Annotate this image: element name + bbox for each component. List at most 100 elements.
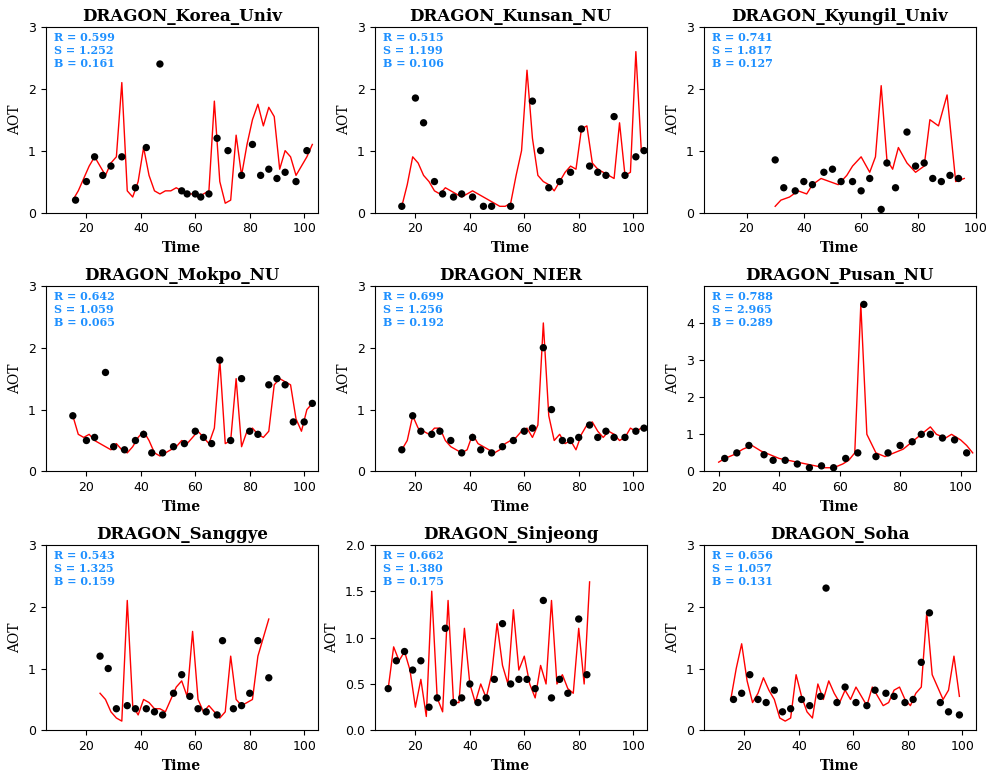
Point	[244, 138, 260, 151]
Point	[934, 432, 950, 444]
Point	[552, 673, 568, 686]
Point	[434, 187, 450, 200]
Point	[503, 678, 519, 690]
Point	[484, 447, 500, 459]
Point	[818, 582, 834, 594]
Point	[413, 425, 429, 437]
Point	[571, 613, 587, 626]
Point	[607, 431, 622, 444]
Point	[725, 694, 741, 706]
Point	[525, 422, 541, 434]
Point	[563, 166, 579, 179]
Point	[805, 178, 821, 191]
Point	[165, 687, 181, 700]
Point	[106, 440, 122, 453]
Point	[269, 173, 285, 185]
Point	[878, 157, 894, 169]
Point	[92, 650, 108, 662]
Point	[552, 175, 568, 187]
Point	[574, 123, 590, 135]
Title: DRAGON_Sinjeong: DRAGON_Sinjeong	[423, 526, 599, 544]
Point	[429, 692, 445, 704]
Point	[212, 354, 228, 366]
Point	[407, 92, 423, 105]
Point	[897, 697, 913, 709]
Point	[413, 654, 429, 667]
Point	[802, 700, 818, 712]
Point	[734, 687, 750, 700]
Point	[775, 705, 791, 718]
Point	[269, 373, 285, 385]
Point	[758, 697, 774, 709]
Point	[234, 169, 250, 182]
Point	[296, 415, 312, 428]
Point	[959, 447, 975, 459]
Text: R = 0.788
S = 2.965
B = 0.289: R = 0.788 S = 2.965 B = 0.289	[712, 291, 773, 328]
X-axis label: Time: Time	[820, 241, 860, 255]
Point	[940, 705, 956, 718]
Y-axis label: AOT: AOT	[326, 622, 340, 653]
Point	[464, 191, 480, 203]
Point	[190, 702, 206, 715]
Point	[837, 681, 853, 694]
Point	[138, 141, 154, 154]
Point	[767, 154, 783, 166]
Point	[253, 169, 269, 182]
X-axis label: Time: Time	[820, 758, 860, 772]
Point	[421, 701, 437, 713]
Point	[288, 175, 304, 187]
Text: R = 0.656
S = 1.057
B = 0.131: R = 0.656 S = 1.057 B = 0.131	[712, 551, 773, 587]
Point	[913, 428, 929, 440]
Point	[209, 708, 225, 721]
Point	[454, 447, 470, 459]
Point	[396, 645, 412, 658]
Point	[277, 166, 293, 179]
Point	[563, 434, 579, 447]
Y-axis label: AOT: AOT	[8, 363, 22, 394]
Point	[135, 428, 151, 440]
Point	[503, 200, 519, 212]
Point	[443, 434, 459, 447]
Point	[79, 175, 95, 187]
Point	[173, 669, 189, 681]
Point	[794, 694, 810, 706]
Point	[582, 419, 598, 431]
Point	[913, 656, 929, 669]
Point	[848, 697, 864, 709]
Point	[462, 678, 478, 690]
Point	[904, 436, 920, 448]
Point	[776, 181, 792, 194]
Point	[899, 126, 915, 138]
Point	[525, 95, 541, 107]
Point	[765, 454, 781, 466]
Point	[432, 425, 448, 437]
Point	[845, 175, 861, 187]
Point	[607, 110, 622, 123]
Point	[729, 447, 745, 459]
Point	[741, 439, 757, 451]
Point	[127, 181, 143, 194]
Point	[187, 425, 203, 437]
Point	[833, 175, 849, 187]
Point	[516, 425, 532, 437]
Point	[98, 366, 114, 379]
Point	[873, 203, 889, 216]
Point	[242, 687, 258, 700]
Point	[777, 454, 793, 466]
Point	[165, 440, 181, 453]
Point	[426, 175, 442, 187]
Point	[854, 184, 870, 197]
Point	[555, 434, 571, 447]
Point	[195, 431, 211, 444]
Text: R = 0.599
S = 1.252
B = 0.161: R = 0.599 S = 1.252 B = 0.161	[54, 33, 115, 69]
Point	[225, 702, 241, 715]
X-axis label: Time: Time	[162, 758, 201, 772]
Point	[234, 700, 250, 712]
X-axis label: Time: Time	[491, 241, 530, 255]
Point	[103, 160, 119, 173]
Point	[766, 684, 782, 697]
Point	[921, 607, 937, 619]
Point	[101, 662, 117, 675]
Point	[380, 683, 396, 695]
Point	[829, 697, 845, 709]
